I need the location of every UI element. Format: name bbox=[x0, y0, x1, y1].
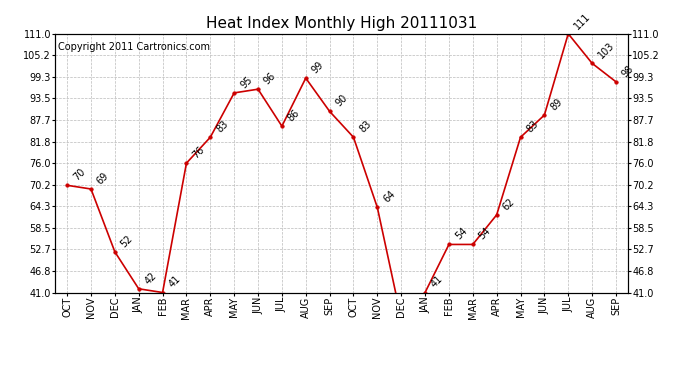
Text: 41: 41 bbox=[167, 274, 182, 290]
Text: 96: 96 bbox=[262, 70, 278, 86]
Text: 54: 54 bbox=[477, 226, 493, 242]
Text: 54: 54 bbox=[453, 226, 469, 242]
Text: 98: 98 bbox=[620, 63, 636, 79]
Text: 111: 111 bbox=[573, 11, 593, 31]
Text: 62: 62 bbox=[501, 196, 517, 212]
Text: 64: 64 bbox=[382, 189, 397, 205]
Text: 86: 86 bbox=[286, 108, 302, 123]
Text: 83: 83 bbox=[215, 119, 230, 135]
Text: 89: 89 bbox=[549, 96, 564, 112]
Text: 95: 95 bbox=[238, 74, 254, 90]
Text: Copyright 2011 Cartronics.com: Copyright 2011 Cartronics.com bbox=[58, 42, 210, 51]
Text: 103: 103 bbox=[596, 40, 616, 60]
Text: 69: 69 bbox=[95, 171, 111, 186]
Text: 34: 34 bbox=[0, 374, 1, 375]
Text: 52: 52 bbox=[119, 233, 135, 249]
Text: 90: 90 bbox=[334, 93, 350, 109]
Text: 99: 99 bbox=[310, 60, 326, 75]
Text: 83: 83 bbox=[357, 119, 373, 135]
Text: 70: 70 bbox=[71, 167, 87, 183]
Title: Heat Index Monthly High 20111031: Heat Index Monthly High 20111031 bbox=[206, 16, 477, 31]
Text: 42: 42 bbox=[143, 270, 159, 286]
Text: 41: 41 bbox=[429, 274, 445, 290]
Text: 76: 76 bbox=[190, 144, 206, 160]
Text: 83: 83 bbox=[524, 119, 540, 135]
